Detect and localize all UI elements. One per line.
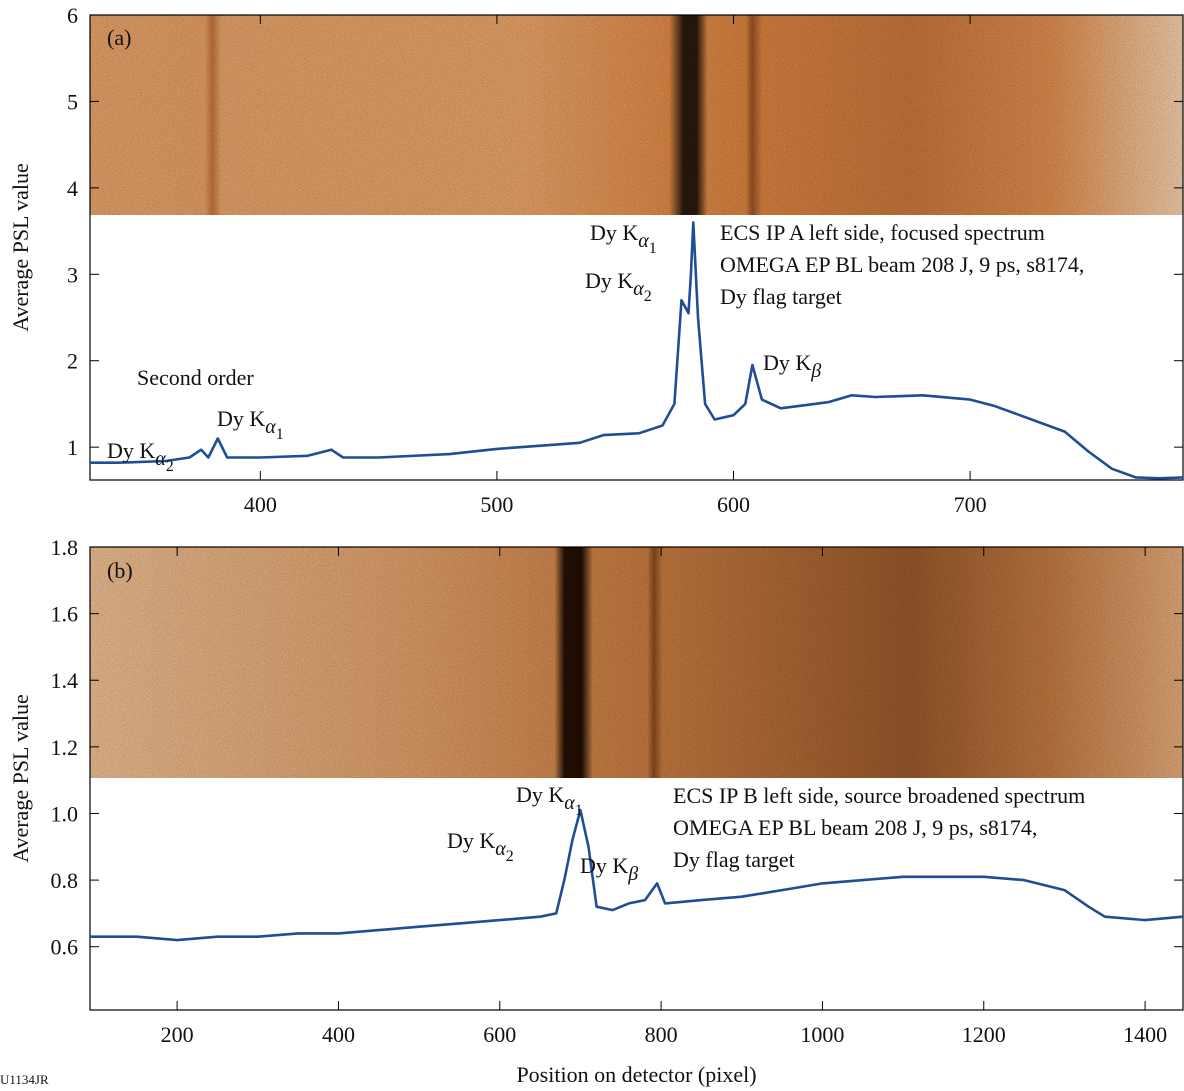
y-tick-label: 4	[67, 176, 78, 201]
peak-label: Dy Kα1	[590, 220, 657, 257]
plot-frame	[89, 14, 1184, 481]
x-tick-label: 500	[480, 492, 513, 517]
shot-note: OMEGA EP BL beam 208 J, 9 ps, s8174,	[673, 815, 1037, 840]
y-tick-label: 1.4	[51, 668, 79, 693]
x-axis-label: Position on detector (pixel)	[516, 1062, 756, 1087]
y-axis-label: Average PSL value	[8, 163, 33, 332]
peak-label-sub: α	[495, 838, 506, 860]
peak-label-subsub: 2	[644, 288, 652, 305]
peak-label-sub: α	[564, 792, 575, 814]
x-tick-label: 800	[645, 1022, 678, 1047]
peak-label: Dy Kα1	[217, 406, 284, 443]
x-tick-label: 400	[322, 1022, 355, 1047]
panel-label: (b)	[107, 558, 133, 583]
shot-note: OMEGA EP BL beam 208 J, 9 ps, s8174,	[720, 252, 1084, 277]
shot-note: ECS IP B left side, source broadened spe…	[673, 783, 1085, 808]
peak-label-subsub: 2	[166, 458, 174, 475]
x-tick-label: 600	[717, 492, 750, 517]
y-tick-label: 1.0	[51, 801, 79, 826]
peak-label-text: Dy K	[580, 853, 628, 878]
y-tick-label: 1	[67, 435, 78, 460]
x-tick-label: 1200	[962, 1022, 1006, 1047]
peak-label-text: Dy K	[590, 220, 638, 245]
peak-label: Dy Kα2	[585, 268, 652, 305]
peak-label-subsub: 2	[506, 848, 514, 865]
peak-label: Dy Kβ	[580, 853, 638, 885]
peak-label-subsub: 1	[575, 802, 583, 819]
peak-label-sub: β	[810, 360, 821, 382]
shot-note: Dy flag target	[673, 847, 795, 872]
peak-label-text: Dy K	[217, 406, 265, 431]
y-tick-label: 6	[67, 3, 78, 28]
y-axis-label: Average PSL value	[8, 694, 33, 863]
peak-label: Dy Kα1	[516, 782, 583, 819]
spectrum-line	[90, 808, 1184, 942]
panel-label: (a)	[107, 25, 131, 50]
y-tick-label: 0.6	[51, 935, 79, 960]
x-tick-label: 700	[954, 492, 987, 517]
peak-label: Second order	[137, 365, 254, 390]
peak-label-sub: α	[265, 416, 276, 438]
detector-image	[90, 547, 1183, 778]
peak-label-sub: α	[633, 278, 644, 300]
y-tick-label: 5	[67, 89, 78, 114]
peak-label-text: Dy K	[516, 782, 564, 807]
peak-label: Dy Kα2	[107, 438, 174, 475]
peak-label-text: Dy K	[763, 350, 811, 375]
peak-label-text: Dy K	[447, 828, 495, 853]
peak-label: Dy Kα2	[447, 828, 514, 865]
y-tick-label: 1.6	[51, 602, 79, 627]
x-tick-label: 1000	[800, 1022, 844, 1047]
peak-label-sub: α	[155, 448, 166, 470]
x-tick-label: 200	[161, 1022, 194, 1047]
peak-label-text: Dy K	[107, 438, 155, 463]
spectrum-line	[90, 221, 1184, 480]
peak-label: Dy Kβ	[763, 350, 821, 382]
y-tick-label: 3	[67, 262, 78, 287]
y-tick-label: 1.8	[51, 535, 79, 560]
x-tick-label: 600	[483, 1022, 516, 1047]
peak-label-sub: β	[627, 863, 638, 885]
shot-note: ECS IP A left side, focused spectrum	[720, 220, 1045, 245]
peak-label-sub: α	[638, 230, 649, 252]
shot-note: Dy flag target	[720, 284, 842, 309]
x-tick-label: 1400	[1123, 1022, 1167, 1047]
plot-frame	[89, 546, 1184, 1011]
peak-label-text: Second order	[137, 365, 254, 390]
peak-label-subsub: 1	[276, 426, 284, 443]
y-tick-label: 0.8	[51, 868, 79, 893]
y-tick-label: 1.2	[51, 735, 79, 760]
figure-id: U1134JR	[0, 1072, 49, 1087]
y-tick-label: 2	[67, 349, 78, 374]
x-tick-label: 400	[244, 492, 277, 517]
detector-image	[90, 15, 1183, 215]
peak-label-text: Dy K	[585, 268, 633, 293]
peak-label-subsub: 1	[649, 240, 657, 257]
